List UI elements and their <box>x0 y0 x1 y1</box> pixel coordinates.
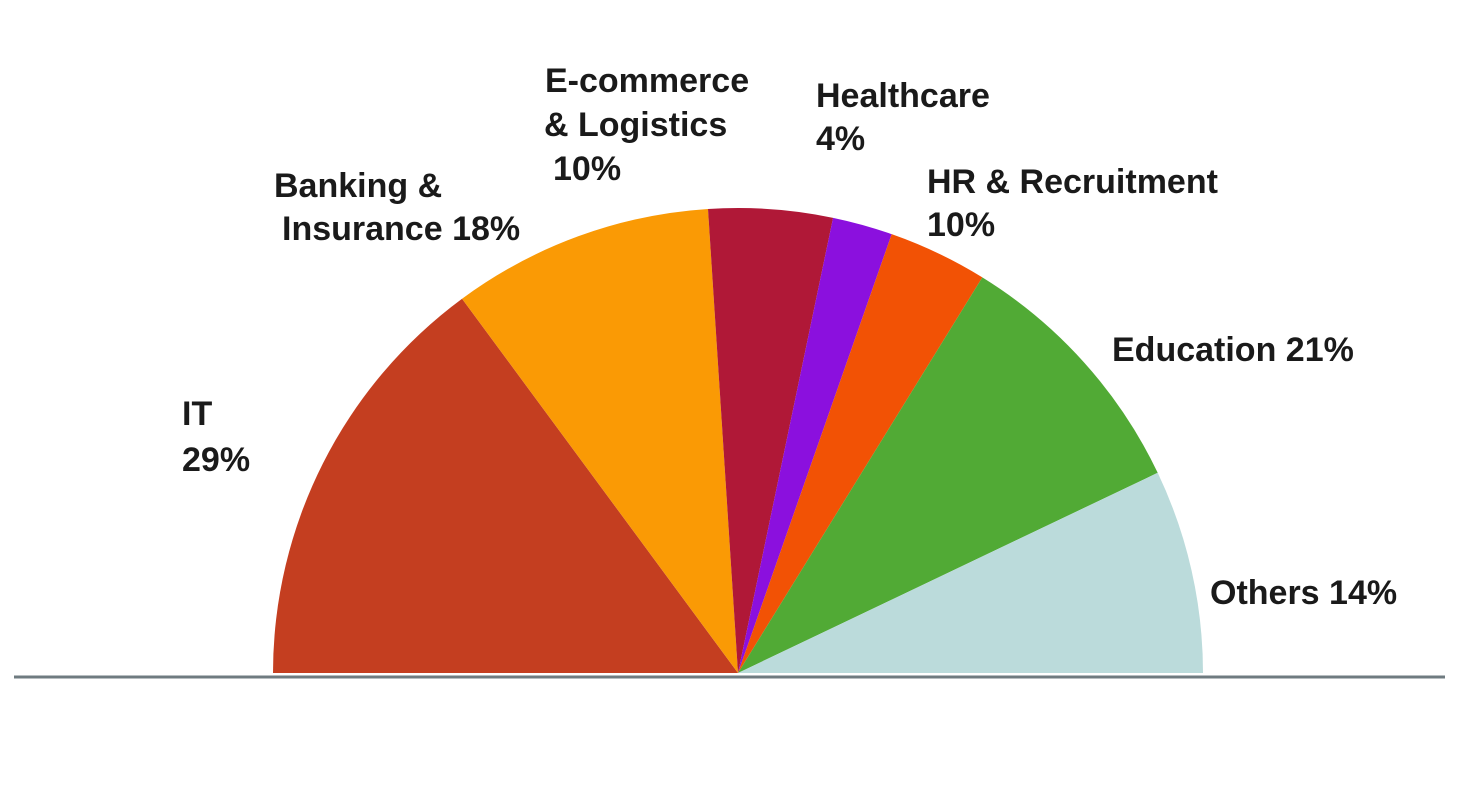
slice-hr-recruitment <box>738 234 983 673</box>
label-it-percent: 29% <box>182 441 250 479</box>
label-education-text: Education 21% <box>1112 331 1354 369</box>
label-hr-percent: 10% <box>927 206 995 244</box>
label-others: Others 14% <box>1210 574 1397 612</box>
slice-it <box>273 298 738 673</box>
label-hr-name: HR & Recruitment <box>927 163 1218 201</box>
label-healthcare-name: Healthcare <box>816 77 990 115</box>
label-banking-line2: Insurance 18% <box>282 210 520 248</box>
pie-slices <box>273 208 1203 673</box>
slice-healthcare <box>738 217 892 673</box>
slice-banking-insurance <box>462 208 738 673</box>
label-banking: Banking & Insurance 18% <box>274 167 520 248</box>
label-others-text: Others 14% <box>1210 574 1397 612</box>
label-education: Education 21% <box>1112 331 1354 369</box>
label-ecommerce: E-commerce & Logistics 10% <box>544 62 759 188</box>
label-ecommerce-line1: E-commerce <box>545 62 749 100</box>
slice-others <box>738 472 1203 673</box>
label-it-name: IT <box>182 395 212 433</box>
label-it: IT 29% <box>182 395 250 479</box>
label-healthcare-percent: 4% <box>816 120 865 158</box>
slice-e-commerce-logistics <box>707 208 834 673</box>
label-healthcare: Healthcare 4% <box>816 77 999 158</box>
label-banking-line1: Banking & <box>274 167 442 205</box>
label-hr: HR & Recruitment 10% <box>927 163 1227 244</box>
slice-education <box>738 277 1158 673</box>
label-ecommerce-percent: 10% <box>553 150 621 188</box>
label-ecommerce-line2: & Logistics <box>544 106 727 144</box>
